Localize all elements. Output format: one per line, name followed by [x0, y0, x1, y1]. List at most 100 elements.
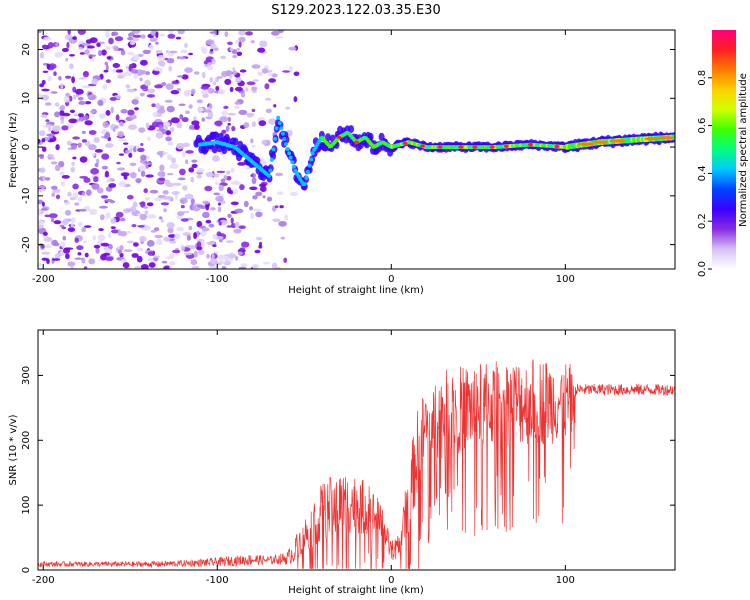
- heatmap-cell: [81, 42, 88, 46]
- heatmap-cell: [38, 199, 44, 205]
- heatmap-cell: [243, 122, 250, 129]
- heatmap-cell: [51, 192, 56, 197]
- heatmap-cell: [88, 54, 96, 57]
- heatmap-cell: [239, 247, 246, 252]
- heatmap-cell: [251, 86, 258, 91]
- heatmap-cell: [196, 204, 204, 208]
- heatmap-cell: [336, 135, 342, 139]
- heatmap-cell: [174, 233, 181, 240]
- heatmap-cell: [184, 193, 194, 200]
- heatmap-cell: [226, 176, 232, 181]
- heatmap-cell: [243, 200, 249, 208]
- heatmap-cell: [136, 247, 144, 252]
- heatmap-cell: [104, 61, 109, 66]
- heatmap-cell: [201, 227, 210, 232]
- heatmap-cell: [101, 165, 108, 170]
- heatmap-cell: [190, 259, 198, 266]
- heatmap-cell: [165, 130, 171, 136]
- heatmap-cell: [104, 256, 114, 261]
- heatmap-cell: [221, 110, 228, 116]
- heatmap-cell: [70, 166, 75, 173]
- heatmap-cell: [214, 181, 219, 185]
- spectrogram-y-label: Frequency (Hz): [8, 112, 19, 188]
- heatmap-cell: [193, 116, 197, 120]
- heatmap-cell: [251, 177, 257, 185]
- heatmap-cell: [77, 142, 82, 148]
- heatmap-cell: [81, 227, 87, 233]
- heatmap-cell: [178, 56, 186, 60]
- heatmap-cell: [234, 208, 244, 214]
- heatmap-cell: [285, 147, 290, 151]
- heatmap-cell: [658, 136, 675, 140]
- heatmap-cell: [39, 83, 45, 88]
- heatmap-cell: [644, 137, 661, 141]
- heatmap-cell: [83, 240, 88, 244]
- heatmap-cell: [79, 208, 87, 212]
- heatmap-cell: [304, 175, 309, 180]
- heatmap-cell: [212, 155, 220, 162]
- heatmap-cell: [250, 40, 255, 44]
- heatmap-cell: [88, 130, 97, 135]
- heatmap-cell: [45, 177, 51, 181]
- heatmap-cell: [209, 258, 218, 265]
- heatmap-cell: [272, 218, 281, 223]
- heatmap-cell: [115, 211, 124, 218]
- heatmap-cell: [182, 185, 188, 191]
- heatmap-cell: [180, 205, 185, 209]
- heatmap-cell: [150, 230, 157, 233]
- heatmap-cell: [288, 46, 297, 51]
- heatmap-cell: [39, 51, 45, 59]
- heatmap-cell: [38, 224, 44, 229]
- heatmap-cell: [184, 67, 194, 73]
- heatmap-cell: [227, 122, 231, 126]
- heatmap-cell: [220, 55, 227, 60]
- heatmap-cell: [437, 145, 443, 149]
- heatmap-cell: [554, 144, 560, 149]
- heatmap-cell: [97, 234, 105, 242]
- heatmap-cell: [227, 41, 233, 45]
- heatmap-cell: [209, 103, 213, 110]
- heatmap-cell: [238, 41, 242, 48]
- heatmap-cell: [354, 140, 359, 144]
- heatmap-cell: [148, 262, 156, 268]
- heatmap-cell: [290, 160, 295, 165]
- heatmap-cell: [169, 240, 177, 244]
- heatmap-cell: [72, 183, 79, 190]
- heatmap-cell: [79, 176, 88, 179]
- heatmap-cell: [213, 251, 219, 254]
- spectrogram-x-label: Height of straight line (km): [288, 285, 424, 296]
- heatmap-cell: [91, 153, 96, 157]
- heatmap-cell: [283, 257, 288, 263]
- heatmap-cell: [140, 170, 146, 177]
- heatmap-cell: [212, 81, 217, 86]
- snr-y-axis: 0 100 200 300: [21, 366, 675, 573]
- x-tick-label: -100: [206, 575, 229, 586]
- heatmap-cell: [241, 241, 250, 248]
- heatmap-cell: [143, 161, 151, 164]
- heatmap-cell: [134, 96, 140, 100]
- heatmap-cell: [93, 244, 101, 249]
- heatmap-cell: [67, 261, 76, 267]
- heatmap-cell: [91, 183, 100, 190]
- heatmap-cell: [196, 174, 202, 179]
- heatmap-cell: [83, 177, 91, 183]
- heatmap-cell: [245, 112, 255, 117]
- heatmap-cell: [123, 249, 133, 252]
- heatmap-cell: [62, 235, 66, 241]
- heatmap-cell: [43, 36, 52, 41]
- heatmap-cell: [147, 214, 157, 219]
- heatmap-cell: [252, 195, 258, 200]
- heatmap-cell: [227, 116, 232, 123]
- heatmap-cell: [238, 36, 246, 43]
- heatmap-cell: [255, 191, 263, 197]
- heatmap-cell: [117, 229, 122, 236]
- heatmap-cell: [258, 244, 263, 249]
- colorbar-tick-label: 0.8: [697, 70, 708, 86]
- heatmap-cell: [268, 118, 277, 125]
- heatmap-cell: [140, 143, 144, 146]
- heatmap-cell: [102, 121, 109, 128]
- heatmap-cell: [155, 132, 164, 139]
- heatmap-cell: [84, 101, 92, 105]
- heatmap-cell: [221, 71, 228, 78]
- heatmap-cell: [193, 232, 198, 239]
